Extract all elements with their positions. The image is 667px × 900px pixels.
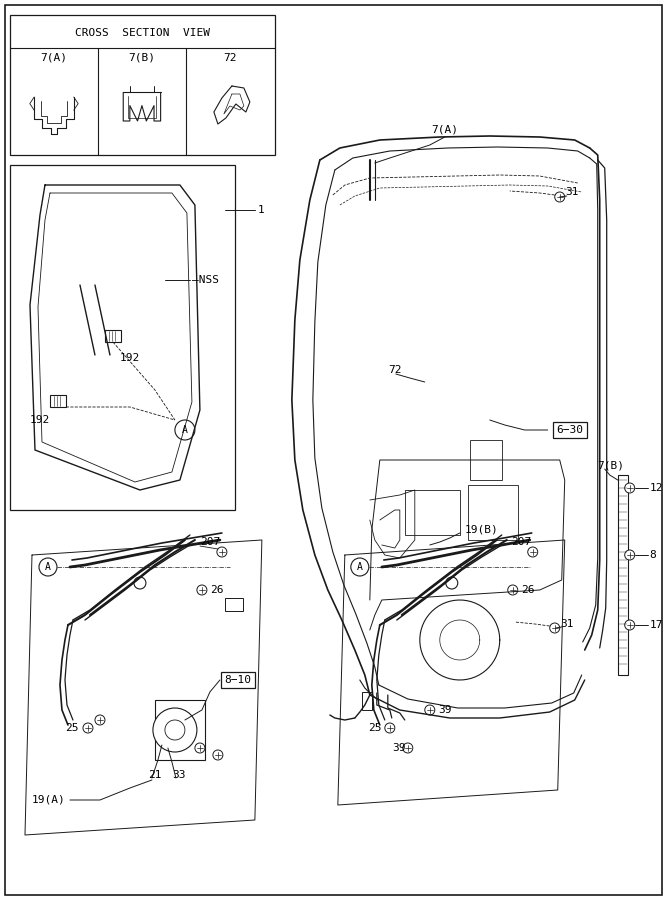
Text: 6−30: 6−30 — [556, 425, 583, 435]
Text: 207: 207 — [200, 537, 220, 547]
Text: 31: 31 — [565, 187, 578, 197]
Text: 12: 12 — [650, 483, 663, 493]
Circle shape — [625, 550, 635, 560]
Text: 26: 26 — [210, 585, 223, 595]
Circle shape — [217, 547, 227, 557]
Bar — [405, 490, 460, 535]
Circle shape — [175, 420, 195, 440]
Text: 39: 39 — [392, 743, 406, 753]
Text: 19(B): 19(B) — [465, 525, 498, 535]
Text: 21: 21 — [148, 770, 161, 780]
Circle shape — [425, 705, 435, 715]
Text: 1: 1 — [258, 205, 265, 215]
Text: 33: 33 — [172, 770, 185, 780]
Bar — [470, 440, 502, 480]
Text: 72: 72 — [388, 365, 402, 375]
Text: 7(B): 7(B) — [598, 460, 625, 470]
Bar — [105, 330, 121, 342]
Text: 192: 192 — [120, 353, 140, 363]
Text: 39: 39 — [438, 705, 452, 715]
Circle shape — [446, 577, 458, 589]
Circle shape — [197, 585, 207, 595]
Circle shape — [625, 483, 635, 493]
Text: 31: 31 — [560, 619, 573, 629]
Text: A: A — [357, 562, 363, 572]
Text: 19(A): 19(A) — [32, 795, 66, 805]
Circle shape — [39, 558, 57, 576]
Bar — [155, 700, 205, 760]
Circle shape — [213, 750, 223, 760]
Circle shape — [625, 620, 635, 630]
Text: 192: 192 — [30, 415, 50, 425]
Text: 207: 207 — [511, 537, 531, 547]
Bar — [468, 485, 518, 540]
Text: 25: 25 — [65, 723, 79, 733]
Text: 8−10: 8−10 — [224, 675, 251, 685]
Bar — [618, 475, 628, 675]
Circle shape — [195, 743, 205, 753]
Circle shape — [95, 715, 105, 725]
Circle shape — [508, 585, 518, 595]
Circle shape — [83, 723, 93, 733]
Text: 17: 17 — [650, 620, 663, 630]
Bar — [10, 15, 275, 155]
Circle shape — [550, 623, 560, 633]
Text: 7(A): 7(A) — [41, 53, 67, 63]
Circle shape — [403, 743, 413, 753]
Bar — [362, 692, 372, 710]
Text: A: A — [182, 425, 188, 435]
Bar — [225, 598, 243, 611]
Circle shape — [555, 192, 565, 202]
Circle shape — [134, 577, 146, 589]
Circle shape — [153, 708, 197, 752]
Text: 8: 8 — [650, 550, 656, 560]
Text: A: A — [45, 562, 51, 572]
Text: 7(B): 7(B) — [129, 53, 155, 63]
Text: 72: 72 — [223, 53, 237, 63]
Text: 25: 25 — [368, 723, 382, 733]
Circle shape — [385, 723, 395, 733]
Circle shape — [351, 558, 369, 576]
Text: 26: 26 — [521, 585, 534, 595]
Text: –NSS: –NSS — [192, 275, 219, 285]
Bar — [10, 165, 235, 510]
Circle shape — [165, 720, 185, 740]
Text: 7(A): 7(A) — [432, 125, 458, 135]
Circle shape — [528, 547, 538, 557]
Text: CROSS  SECTION  VIEW: CROSS SECTION VIEW — [75, 28, 210, 38]
Bar — [50, 395, 66, 407]
